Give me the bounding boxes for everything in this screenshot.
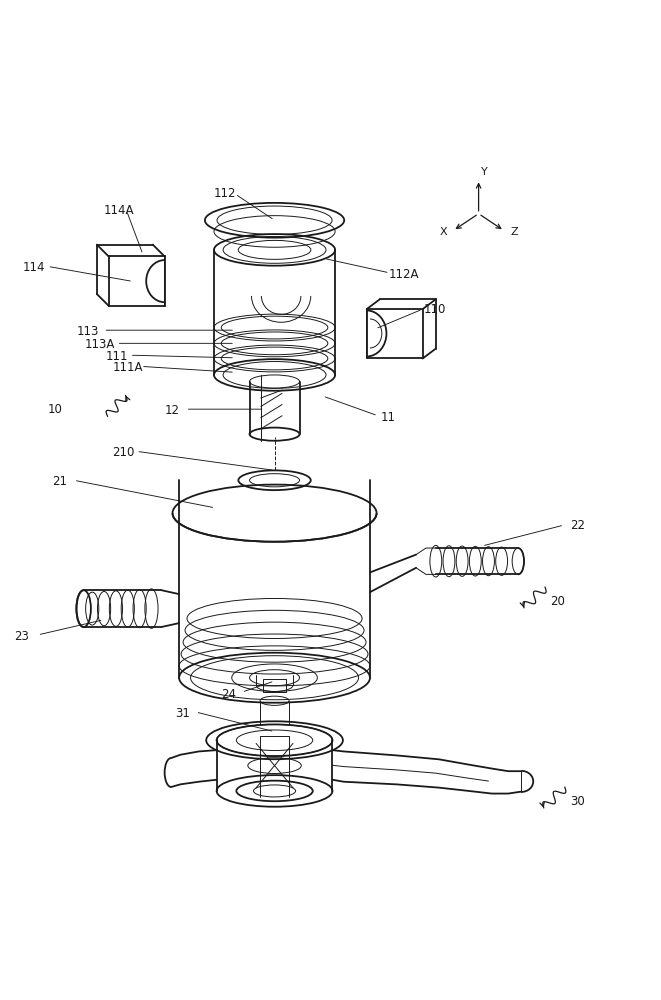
- Text: 111: 111: [105, 350, 128, 363]
- Text: 30: 30: [570, 795, 585, 808]
- Text: 11: 11: [381, 411, 396, 424]
- Text: 112: 112: [214, 187, 237, 200]
- Text: 110: 110: [423, 303, 446, 316]
- Text: 111A: 111A: [112, 361, 143, 374]
- Text: 31: 31: [175, 707, 190, 720]
- Text: 114A: 114A: [103, 204, 134, 217]
- Text: 113A: 113A: [85, 338, 115, 351]
- Text: 23: 23: [14, 630, 28, 643]
- Text: 112A: 112A: [389, 268, 420, 281]
- Text: 12: 12: [165, 404, 180, 417]
- Text: 22: 22: [570, 519, 585, 532]
- Text: 24: 24: [221, 688, 236, 701]
- Text: 210: 210: [112, 446, 134, 459]
- Bar: [262, 679, 286, 692]
- Text: 21: 21: [52, 475, 67, 488]
- Text: X: X: [440, 227, 447, 237]
- Text: 20: 20: [550, 595, 565, 608]
- Text: Y: Y: [481, 167, 487, 177]
- Text: 113: 113: [77, 325, 99, 338]
- Text: Z: Z: [510, 227, 518, 237]
- Text: 10: 10: [48, 403, 63, 416]
- Text: 114: 114: [23, 261, 46, 274]
